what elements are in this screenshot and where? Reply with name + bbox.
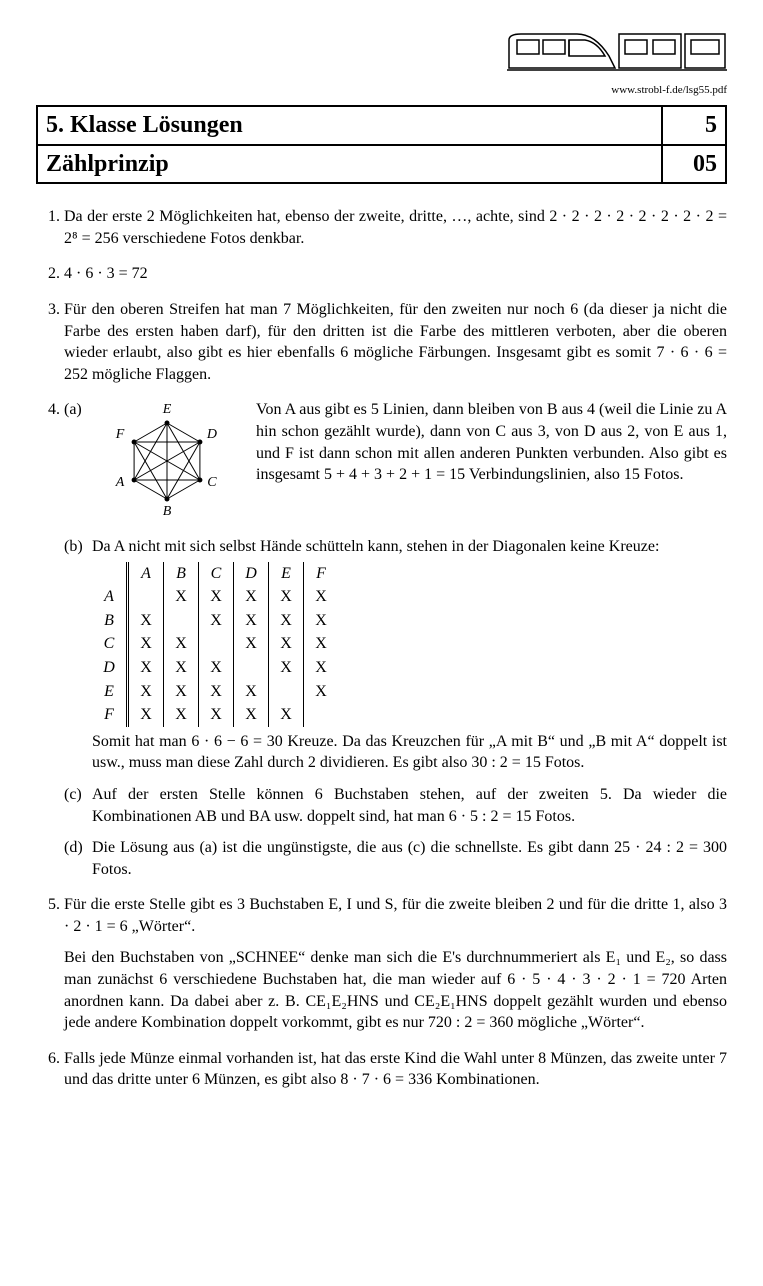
item-4b-intro: Da A nicht mit sich selbst Hände schütte… [92, 536, 727, 558]
title-box: 5. Klasse Lösungen 5 Zählprinzip 05 [36, 105, 727, 184]
svg-text:F: F [115, 427, 125, 442]
item-4a-text: Von A aus gibt es 5 Linien, dann bleiben… [256, 399, 727, 485]
svg-text:C: C [207, 475, 217, 490]
title-line1: 5. Klasse Lösungen [37, 106, 662, 144]
title-num2: 05 [662, 145, 726, 183]
item-4c-label: (c) [64, 784, 92, 827]
title-line2: Zählprinzip [37, 145, 662, 183]
item-5: Für die erste Stelle gibt es 3 Buchstabe… [64, 894, 727, 1034]
item-1: Da der erste 2 Möglichkeiten hat, ebenso… [64, 206, 727, 249]
title-num1: 5 [662, 106, 726, 144]
item-4c-text: Auf der ersten Stelle können 6 Buchstabe… [92, 784, 727, 827]
item-6: Falls jede Münze einmal vorhanden ist, h… [64, 1048, 727, 1091]
item-4b-after: Somit hat man 6 · 6 − 6 = 30 Kreuze. Da … [92, 731, 727, 774]
svg-text:B: B [163, 504, 172, 519]
item-5-p2: Bei den Buchstaben von „SCHNEE“ denke ma… [64, 947, 727, 1033]
item-4: (a) EDCBAF (function(){ const svg = docu… [64, 399, 727, 880]
item-2: 4 · 6 · 3 = 72 [64, 263, 727, 285]
item-5-p1: Für die erste Stelle gibt es 3 Buchstabe… [64, 894, 727, 937]
item-4d-text: Die Lösung aus (a) ist die ungünstigste,… [92, 837, 727, 880]
hexagon-diagram: EDCBAF (function(){ const svg = document… [92, 399, 242, 526]
svg-text:E: E [162, 402, 172, 417]
train-icon [36, 28, 727, 81]
source-url: www.strobl-f.de/lsg55.pdf [36, 83, 727, 98]
item-4d-label: (d) [64, 837, 92, 880]
cross-table: A B C D E F AXXXXXBXXXXXCXXXXXDXXXXXEXXX… [92, 562, 338, 727]
item-3: Für den oberen Streifen hat man 7 Möglic… [64, 299, 727, 385]
svg-text:D: D [206, 427, 217, 442]
item-4a-label: (a) [64, 399, 92, 526]
item-4b-label: (b) [64, 536, 92, 774]
svg-text:A: A [115, 475, 125, 490]
